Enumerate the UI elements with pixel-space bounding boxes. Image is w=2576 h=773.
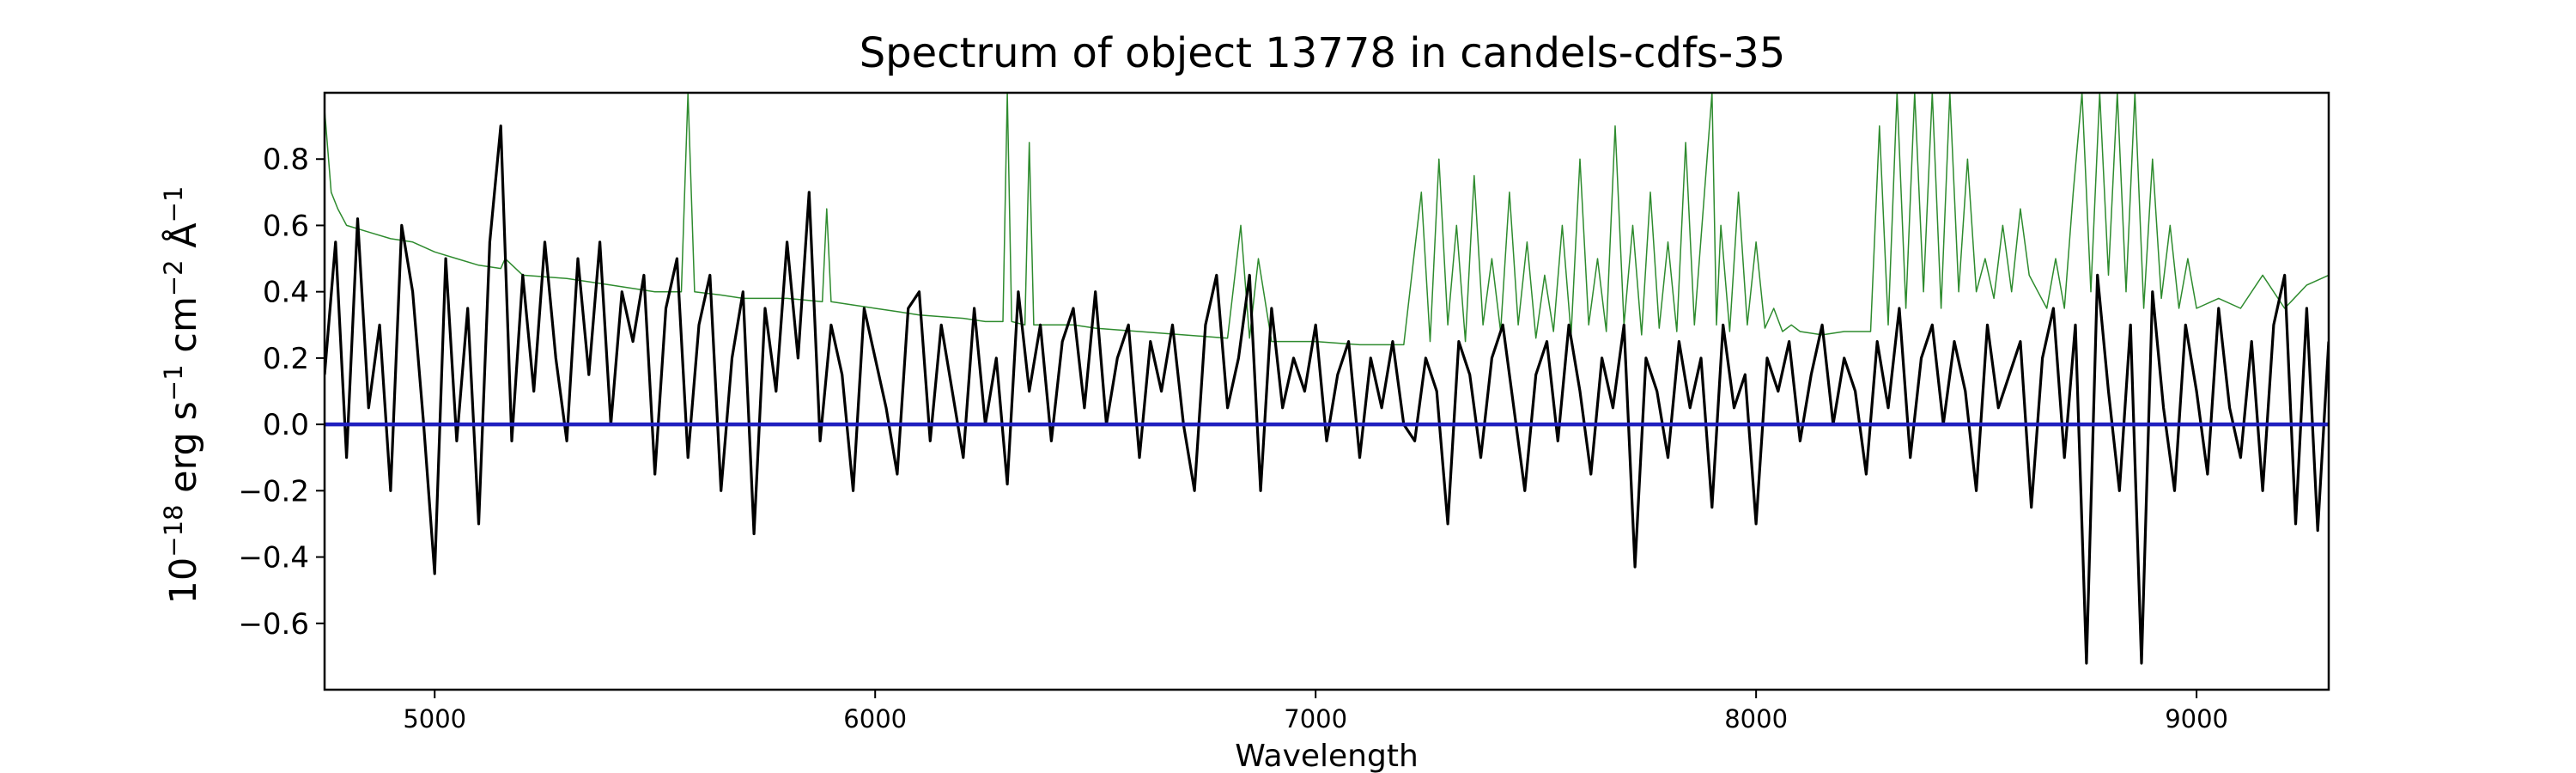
y-axis-label-part: Å bbox=[161, 222, 205, 260]
x-axis-label: Wavelength bbox=[1235, 739, 1419, 773]
y-tick-label: −0.4 bbox=[238, 541, 309, 575]
y-axis-label-exponent: −1 bbox=[159, 186, 188, 223]
x-axis: 5000 6000 7000 8000 9000 bbox=[403, 690, 2228, 733]
x-tick-label: 5000 bbox=[403, 704, 466, 733]
y-axis-label-part: cm bbox=[162, 296, 205, 364]
x-tick-label: 8000 bbox=[1724, 704, 1788, 733]
chart-title: Spectrum of object 13778 in candels-cdfs… bbox=[860, 29, 1786, 77]
y-axis-label-exponent: −1 bbox=[159, 364, 188, 401]
series-layer bbox=[325, 93, 2329, 665]
series-line-error bbox=[325, 93, 2329, 346]
x-tick-label: 9000 bbox=[2165, 704, 2228, 733]
y-tick-label: −0.6 bbox=[238, 607, 309, 642]
y-axis-label-exponent: −2 bbox=[159, 259, 188, 296]
series-line-flux bbox=[325, 125, 2329, 665]
y-axis-label-part: 10 bbox=[162, 557, 205, 605]
y-tick-label: 0.0 bbox=[263, 408, 309, 442]
y-tick-label: 0.6 bbox=[263, 209, 309, 243]
y-axis: −0.6 −0.4 −0.2 0.0 0.2 0.4 0.6 0.8 bbox=[238, 143, 325, 642]
y-tick-label: 0.8 bbox=[263, 143, 309, 177]
y-tick-label: 0.4 bbox=[263, 276, 309, 310]
y-axis-label: 10−18 erg s−1 cm−2 Å−1 bbox=[159, 186, 205, 605]
y-axis-label-exponent: −18 bbox=[159, 505, 188, 557]
plot-frame bbox=[323, 91, 2330, 691]
y-tick-label: −0.2 bbox=[238, 474, 309, 508]
plot-area bbox=[323, 91, 2330, 691]
x-tick-label: 6000 bbox=[843, 704, 907, 733]
y-axis-label-part: erg s bbox=[162, 401, 205, 504]
y-tick-label: 0.2 bbox=[263, 342, 309, 376]
x-tick-label: 7000 bbox=[1284, 704, 1347, 733]
